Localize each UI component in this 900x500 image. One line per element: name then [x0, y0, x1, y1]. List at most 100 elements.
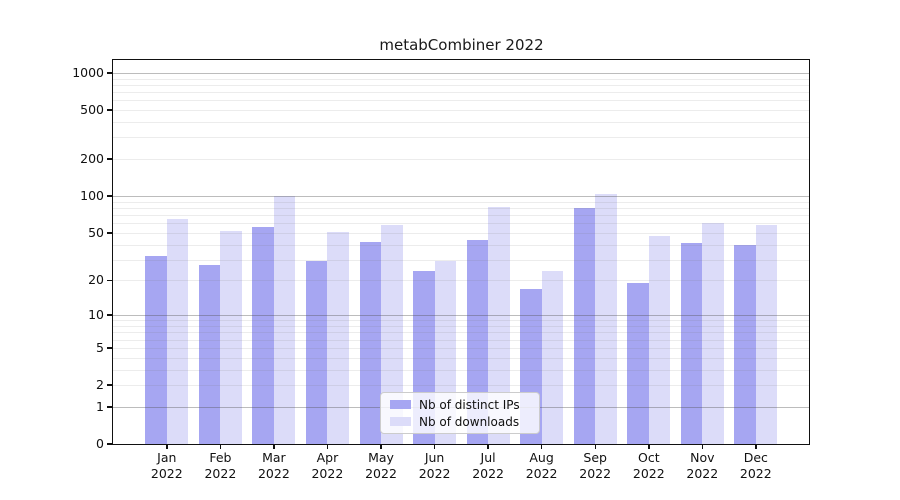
- y-tick-label: 100: [80, 188, 104, 204]
- bar-distinct-ips: [680, 243, 703, 444]
- bar-downloads: [648, 236, 671, 444]
- x-tick-mark: [433, 444, 436, 449]
- x-tick-label: Oct 2022: [632, 450, 665, 481]
- bar-distinct-ips: [252, 226, 274, 444]
- minor-gridline: [113, 215, 810, 216]
- minor-gridline: [113, 100, 810, 102]
- minor-gridline: [113, 223, 810, 225]
- legend-label-downloads: Nb of downloads: [419, 414, 520, 429]
- bar-distinct-ips: [198, 265, 221, 444]
- bar-downloads: [220, 230, 242, 444]
- minor-gridline: [113, 84, 810, 86]
- x-tick-mark: [326, 444, 329, 449]
- y-tick-label: 5: [96, 339, 104, 355]
- bar-downloads: [273, 196, 296, 444]
- minor-gridline: [113, 137, 810, 139]
- minor-gridline: [113, 244, 810, 246]
- bar-distinct-ips: [627, 283, 649, 444]
- legend-row-distinct-ips: Nb of distinct IPs: [390, 398, 539, 412]
- plot-area: [113, 60, 810, 444]
- bar-distinct-ips: [573, 207, 596, 444]
- bar-distinct-ips: [305, 261, 328, 444]
- y-tick-mark: [107, 72, 112, 74]
- legend: Nb of distinct IPs Nb of downloads: [380, 392, 540, 434]
- x-tick-label: Jan 2022: [150, 450, 183, 481]
- y-tick-label: 200: [80, 151, 104, 167]
- minor-gridline: [113, 232, 810, 234]
- y-tick-label: 10: [88, 307, 104, 323]
- x-tick-label: Aug 2022: [525, 450, 558, 481]
- minor-gridline: [113, 320, 810, 322]
- x-tick-mark: [273, 444, 275, 449]
- bar-downloads: [755, 224, 778, 444]
- minor-gridline: [113, 332, 810, 334]
- minor-gridline: [113, 280, 810, 282]
- bar-downloads: [702, 223, 724, 444]
- y-tick-label: 1: [96, 398, 104, 414]
- y-tick-mark: [107, 232, 112, 234]
- y-tick-mark: [107, 109, 112, 111]
- x-tick-label: Apr 2022: [311, 450, 344, 481]
- bar-downloads: [541, 271, 564, 444]
- x-tick-label: Jul 2022: [472, 450, 504, 481]
- chart-title: metabCombiner 2022: [379, 36, 544, 54]
- bar-downloads: [166, 218, 189, 444]
- major-gridline: [113, 72, 810, 74]
- minor-gridline: [113, 122, 810, 123]
- y-tick-mark: [107, 384, 112, 386]
- x-tick-label: Feb 2022: [204, 450, 237, 481]
- minor-gridline: [113, 78, 810, 80]
- minor-gridline: [113, 110, 810, 111]
- y-tick-mark: [107, 443, 112, 445]
- minor-gridline: [113, 326, 810, 327]
- bar-downloads: [488, 207, 510, 444]
- y-tick-mark: [107, 314, 112, 316]
- y-tick-mark: [107, 195, 112, 197]
- y-tick-label: 20: [88, 272, 104, 288]
- x-tick-label: Sep 2022: [579, 450, 612, 481]
- y-tick-label: 500: [80, 102, 104, 117]
- y-tick-label: 0: [96, 436, 104, 451]
- x-tick-label: Jun 2022: [418, 450, 451, 481]
- x-tick-mark: [701, 444, 703, 449]
- bar-downloads: [595, 194, 617, 444]
- x-tick-mark: [166, 444, 168, 449]
- bar-distinct-ips: [145, 256, 167, 444]
- minor-gridline: [113, 357, 810, 359]
- minor-gridline: [113, 259, 810, 261]
- minor-gridline: [113, 369, 810, 371]
- minor-gridline: [113, 201, 810, 203]
- y-tick-label: 50: [88, 224, 104, 240]
- x-tick-label: Mar 2022: [257, 450, 290, 481]
- major-gridline: [113, 196, 810, 198]
- bar-distinct-ips: [359, 241, 381, 444]
- x-tick-mark: [540, 444, 543, 449]
- y-tick-mark: [107, 158, 112, 160]
- x-tick-mark: [648, 444, 650, 449]
- x-tick-mark: [755, 444, 757, 449]
- y-tick-label: 2: [96, 377, 104, 392]
- bar-distinct-ips: [734, 244, 756, 444]
- x-tick-mark: [380, 444, 382, 449]
- bar-downloads: [381, 224, 403, 444]
- minor-gridline: [113, 92, 810, 93]
- x-tick-label: Nov 2022: [686, 450, 719, 481]
- y-tick-mark: [107, 406, 112, 408]
- minor-gridline: [113, 159, 810, 161]
- y-tick-label: 1000: [72, 64, 104, 80]
- legend-row-downloads: Nb of downloads: [390, 415, 539, 429]
- x-tick-label: Dec 2022: [739, 450, 772, 481]
- minor-gridline: [113, 347, 810, 349]
- y-tick-mark: [107, 279, 112, 282]
- x-tick-mark: [219, 444, 222, 449]
- legend-swatch-downloads: [390, 417, 411, 426]
- minor-gridline: [113, 339, 810, 341]
- x-tick-label: May 2022: [365, 450, 397, 481]
- x-tick-mark: [594, 444, 596, 449]
- bar-downloads: [327, 231, 349, 444]
- y-tick-mark: [107, 347, 112, 349]
- minor-gridline: [113, 385, 810, 386]
- legend-swatch-distinct-ips: [390, 400, 411, 409]
- major-gridline: [113, 315, 810, 317]
